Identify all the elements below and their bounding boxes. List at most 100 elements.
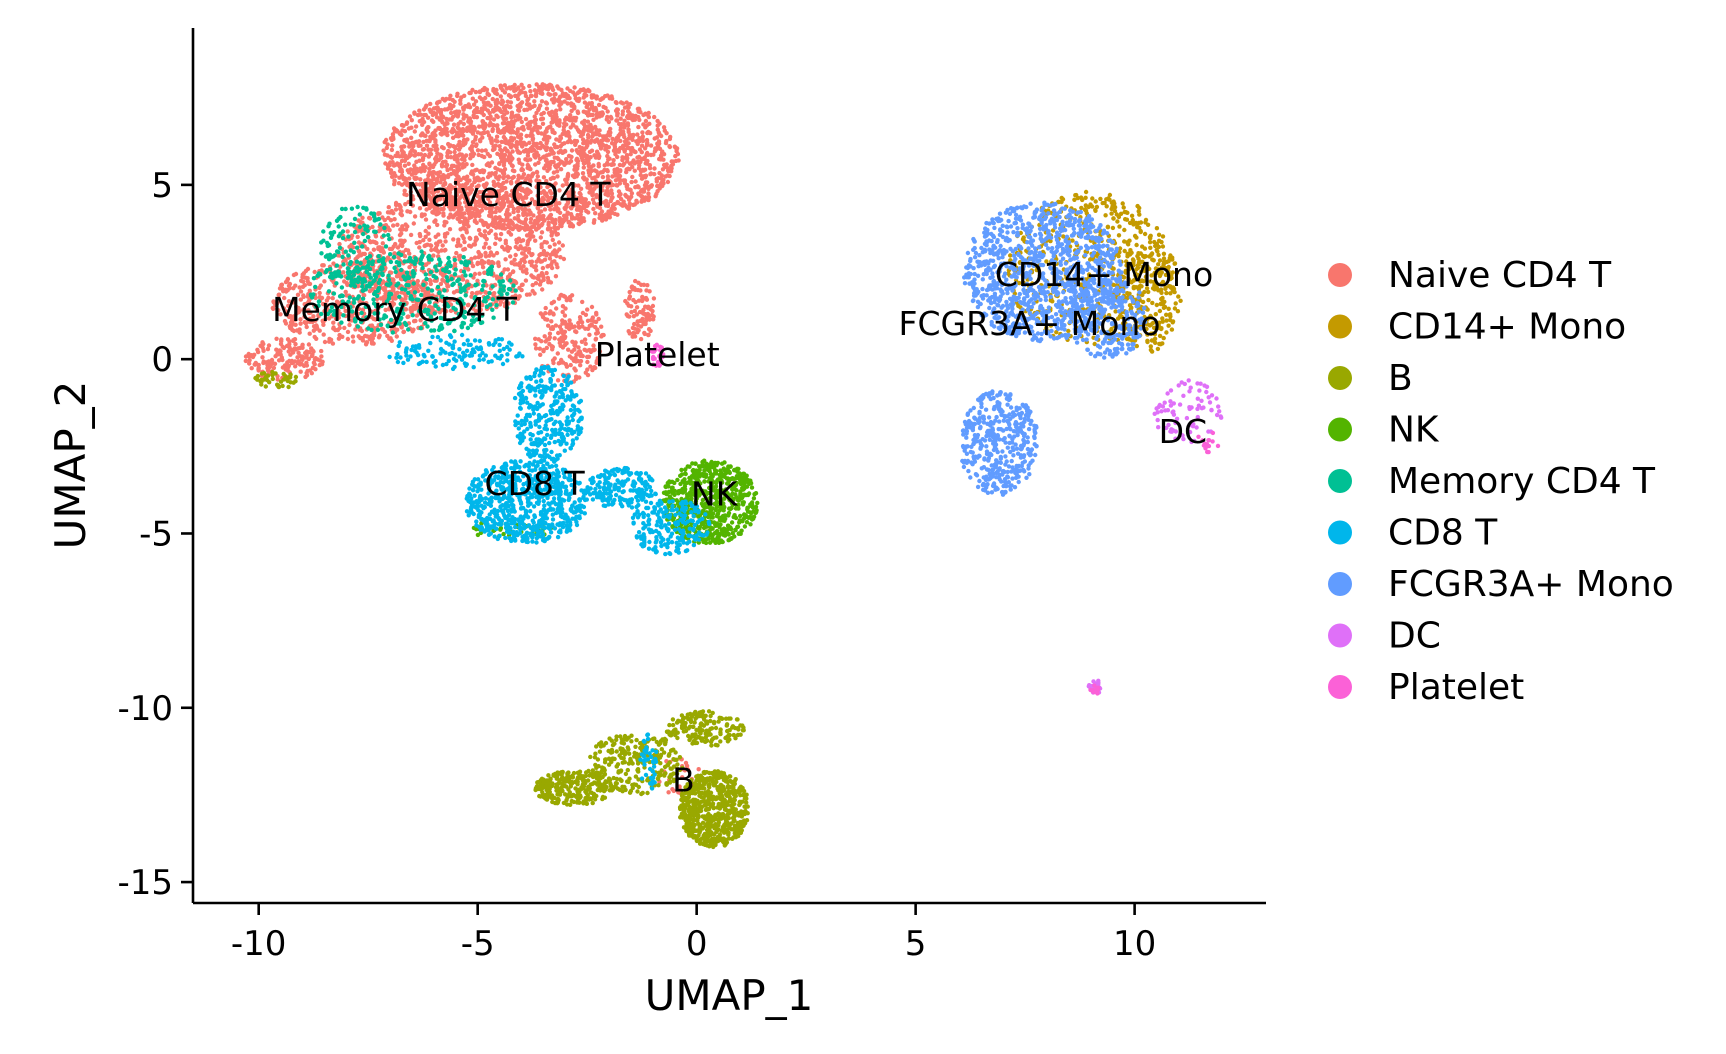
data-point [491, 117, 497, 122]
data-point [487, 123, 492, 128]
data-point [562, 313, 568, 318]
data-point [309, 353, 315, 359]
data-point [552, 336, 557, 341]
data-point [591, 163, 596, 168]
data-point [472, 168, 478, 173]
data-point [509, 113, 514, 118]
data-point [554, 262, 559, 267]
data-point [261, 359, 266, 364]
data-point [434, 241, 439, 246]
data-point [286, 349, 291, 354]
data-point [547, 152, 552, 157]
data-point [625, 301, 630, 306]
data-point [402, 163, 408, 168]
data-point [521, 149, 527, 154]
data-point [533, 162, 538, 167]
data-point [418, 152, 424, 157]
data-point [542, 132, 547, 138]
data-point [550, 129, 555, 135]
data-point [502, 83, 507, 88]
data-point [434, 248, 440, 253]
data-point [438, 239, 443, 244]
data-point [545, 168, 550, 173]
data-point [444, 162, 450, 168]
data-point [322, 279, 327, 284]
data-point [532, 218, 538, 224]
data-point [320, 263, 325, 268]
data-point [387, 161, 392, 166]
data-point [639, 143, 645, 148]
data-point [600, 183, 605, 189]
data-point [1142, 231, 1148, 237]
data-point [351, 339, 356, 344]
data-point [1107, 197, 1112, 202]
data-point [507, 230, 512, 235]
data-point [1083, 189, 1089, 195]
data-point [481, 124, 487, 129]
data-point [498, 231, 504, 237]
data-point [470, 87, 475, 93]
data-point [588, 125, 593, 131]
data-point [591, 206, 596, 212]
data-point [1082, 207, 1088, 212]
data-point [634, 305, 640, 310]
data-point [549, 319, 554, 324]
data-point [652, 171, 657, 177]
data-point [624, 100, 629, 105]
data-point [609, 96, 615, 101]
data-point [411, 221, 416, 226]
data-point [622, 105, 628, 110]
data-point [403, 222, 408, 227]
data-point [579, 155, 584, 161]
data-point [615, 113, 620, 118]
data-point [550, 358, 556, 363]
data-point [643, 118, 649, 124]
data-point [574, 125, 579, 130]
data-point [580, 171, 586, 176]
data-point [313, 367, 318, 372]
data-point [478, 139, 483, 144]
data-point [527, 259, 532, 265]
data-point [293, 364, 298, 369]
data-point [540, 91, 545, 97]
data-point [605, 93, 610, 98]
data-point [659, 181, 664, 186]
data-point [461, 121, 466, 127]
data-point [449, 110, 454, 116]
data-point [1103, 213, 1108, 218]
data-point [1134, 242, 1139, 248]
data-point [640, 130, 645, 135]
data-point [502, 157, 508, 163]
data-point [485, 224, 491, 230]
data-point [402, 129, 408, 134]
data-point [484, 193, 489, 198]
data-point [673, 158, 679, 164]
data-point [635, 323, 641, 328]
data-point [452, 128, 457, 134]
data-point [480, 131, 485, 136]
data-point [444, 116, 449, 122]
data-point [293, 341, 298, 347]
data-point [1130, 217, 1136, 223]
data-point [641, 296, 647, 301]
data-point [665, 179, 671, 185]
data-point [590, 315, 595, 320]
data-point [442, 219, 447, 225]
data-point [587, 332, 592, 337]
data-point [557, 138, 562, 144]
data-point [562, 335, 567, 341]
data-point [499, 139, 504, 145]
data-point [652, 114, 657, 120]
data-point [1161, 305, 1167, 310]
data-point [260, 355, 265, 360]
data-point [519, 282, 525, 288]
data-point [404, 192, 409, 198]
data-point [603, 105, 608, 111]
data-point [667, 144, 673, 150]
data-point [605, 114, 610, 120]
data-point [539, 259, 545, 264]
data-point [460, 214, 465, 220]
data-point [534, 268, 539, 273]
data-point [1094, 204, 1100, 210]
data-point [516, 108, 522, 113]
